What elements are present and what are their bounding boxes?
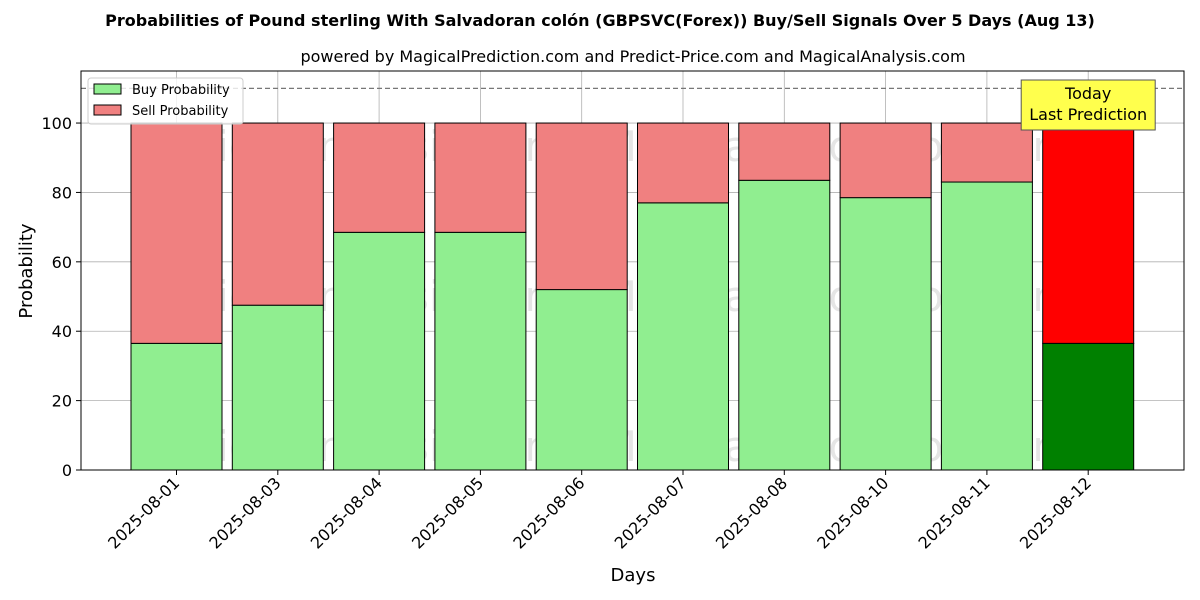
- x-tick-label: 2025-08-06: [509, 473, 588, 552]
- x-tick-label: 2025-08-04: [307, 473, 386, 552]
- bars: [130, 122, 1135, 471]
- y-tick-label: 20: [52, 392, 72, 411]
- bar-sell: [940, 122, 1033, 183]
- bar-buy: [738, 179, 831, 471]
- y-tick-label: 100: [41, 114, 72, 133]
- bar-sell: [333, 122, 426, 233]
- y-axis-label: Probability: [16, 223, 37, 318]
- bar-buy: [1042, 342, 1135, 471]
- bar-buy: [839, 197, 932, 471]
- bar-sell: [1042, 122, 1135, 344]
- legend-label: Sell Probability: [132, 104, 229, 119]
- bar-sell: [535, 122, 628, 291]
- chart-subtitle: powered by MagicalPrediction.com and Pre…: [300, 47, 965, 66]
- y-tick-label: 60: [52, 253, 72, 272]
- y-tick-label: 40: [52, 322, 72, 341]
- plot-frame: [80, 70, 1185, 471]
- x-tick-label: 2025-08-01: [104, 473, 183, 552]
- annotation-text: Last Prediction: [1029, 105, 1147, 124]
- bar-sell: [434, 122, 527, 233]
- annotation-box: [1020, 79, 1156, 131]
- bar-buy: [333, 231, 426, 471]
- chart-title: Probabilities of Pound sterling With Sal…: [105, 11, 1095, 30]
- bar-sell: [130, 122, 223, 344]
- x-tick-label: 2025-08-03: [205, 473, 284, 552]
- bar-buy: [231, 304, 324, 471]
- today-annotation: Today Last Prediction: [1020, 79, 1156, 131]
- x-tick-label: 2025-08-12: [1016, 473, 1095, 552]
- bar-sell: [839, 122, 932, 199]
- x-tick-label: 2025-08-05: [408, 473, 487, 552]
- bar-buy: [940, 181, 1033, 471]
- x-tick-label: 2025-08-11: [915, 473, 994, 552]
- legend-swatch: [93, 104, 122, 116]
- bar-buy: [535, 289, 628, 471]
- x-axis-label: Days: [611, 565, 656, 586]
- bar-sell: [637, 122, 729, 204]
- x-tick-label: 2025-08-08: [712, 473, 791, 552]
- legend-swatch: [93, 83, 122, 95]
- annotation-text: Today: [1064, 84, 1111, 103]
- bar-buy: [637, 202, 729, 471]
- x-tick-label: 2025-08-10: [813, 473, 892, 552]
- legend-box: [87, 77, 244, 125]
- y-tick-label: 0: [62, 461, 72, 480]
- bar-sell: [231, 122, 324, 306]
- bar-sell: [738, 122, 831, 181]
- bar-buy: [130, 342, 223, 471]
- legend-label: Buy Probability: [132, 83, 230, 98]
- x-axis: 2025-08-01 2025-08-03 2025-08-04 2025-08-05…: [104, 470, 1095, 553]
- bar-buy: [434, 231, 527, 471]
- y-tick-label: 80: [52, 183, 72, 202]
- legend: Buy Probability Sell Probability: [87, 77, 244, 125]
- y-axis: 0 20 40 60 80 100: [41, 114, 81, 480]
- x-tick-label: 2025-08-07: [611, 473, 690, 552]
